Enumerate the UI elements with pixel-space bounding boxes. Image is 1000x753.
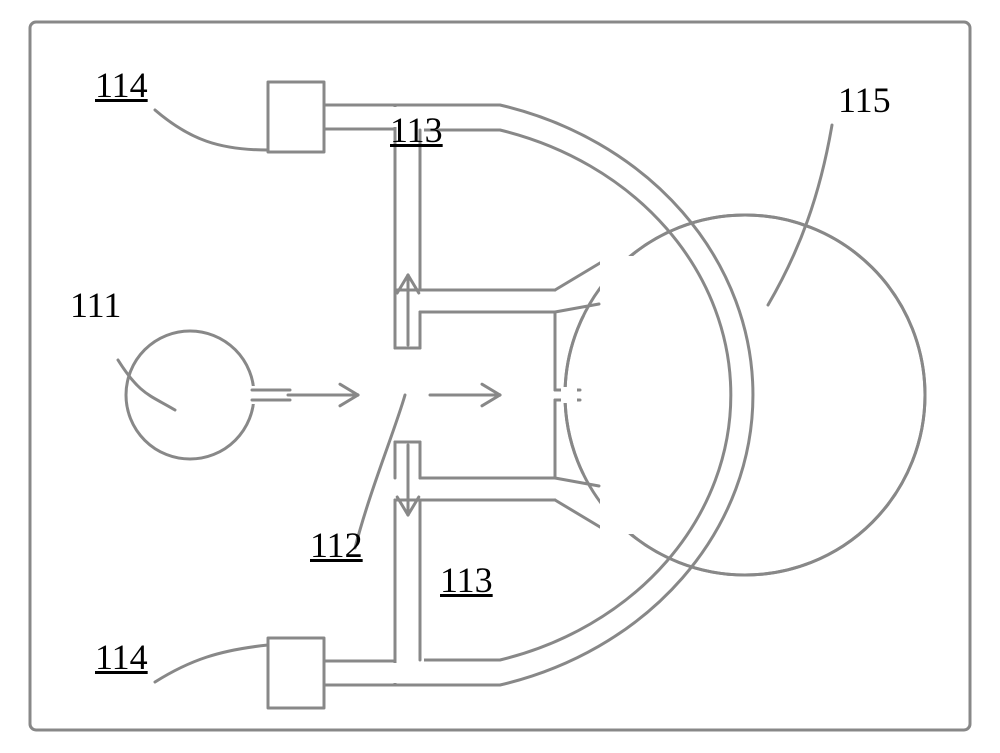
label-115: 115: [838, 79, 891, 121]
label-114: 114: [95, 64, 148, 106]
label-111: 111: [70, 284, 121, 326]
label-113: 113: [440, 559, 493, 601]
label-112: 112: [310, 524, 363, 566]
label-114: 114: [95, 636, 148, 678]
diagram-stage: 111 112 113 113 114 114 115: [0, 0, 1000, 753]
label-113: 113: [390, 109, 443, 151]
